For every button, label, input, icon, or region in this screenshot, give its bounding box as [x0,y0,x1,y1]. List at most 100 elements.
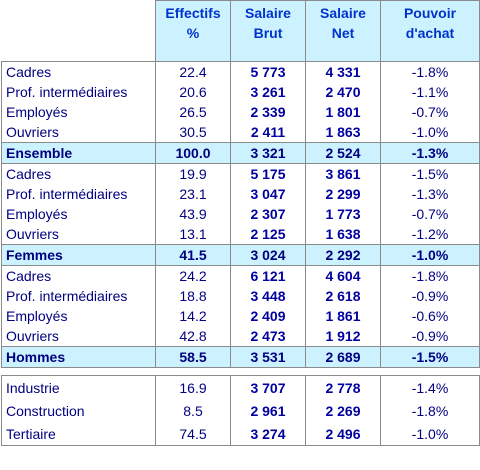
salaire-net: 3 861 [305,163,381,184]
salaire-net: 2 618 [305,286,381,306]
row-label: Employés [1,306,156,326]
salaire-brut: 6 121 [230,265,306,286]
row-label: Ouvriers [1,224,156,245]
row-label: Prof. intermédiaires [1,184,156,204]
row-label: Prof. intermédiaires [1,286,156,306]
effectifs: 74.5 [155,422,231,446]
data-row: Prof. intermédiaires 18.8 3 448 2 618 -0.9% [1,286,480,306]
salary-table: Effectifs % Salaire Brut Salaire Net Pouvoi… [1,0,480,368]
salaire-brut: 3 261 [230,82,306,102]
salaire-brut: 2 409 [230,306,306,326]
row-label: Femmes [1,244,156,266]
salaire-net: 4 604 [305,265,381,286]
salaire-brut: 2 473 [230,326,306,347]
pouvoir-achat: -1.0% [380,422,480,446]
row-label: Ouvriers [1,122,156,143]
salaire-brut: 3 321 [230,142,306,164]
total-row: Femmes 41.5 3 024 2 292 -1.0% [1,244,480,266]
effectifs: 22.4 [155,61,231,82]
salaire-brut: 5 175 [230,163,306,184]
salaire-brut: 2 961 [230,399,306,422]
row-label: Prof. intermédiaires [1,82,156,102]
pouvoir-achat: -1.0% [380,122,480,143]
effectifs: 16.9 [155,375,231,399]
salaire-brut: 2 125 [230,224,306,245]
row-label: Hommes [1,346,156,368]
pouvoir-achat: -1.3% [380,184,480,204]
row-label: Tertiaire [1,422,156,446]
pouvoir-achat: -1.8% [380,399,480,422]
salaire-brut: 5 773 [230,61,306,82]
data-row: Cadres 24.2 6 121 4 604 -1.8% [1,265,480,286]
pouvoir-achat: -1.0% [380,244,480,266]
row-label: Cadres [1,163,156,184]
row-label: Industrie [1,375,156,399]
pouvoir-achat: -0.7% [380,204,480,224]
salaire-net: 1 638 [305,224,381,245]
salaire-net: 2 689 [305,346,381,368]
effectifs: 43.9 [155,204,231,224]
pouvoir-achat: -1.4% [380,375,480,399]
salaire-net: 2 470 [305,82,381,102]
data-row: Ouvriers 13.1 2 125 1 638 -1.2% [1,224,480,245]
header-row: Effectifs % Salaire Brut Salaire Net Pouvoi… [1,0,480,62]
pouvoir-achat: -1.3% [380,142,480,164]
pouvoir-achat: -0.7% [380,102,480,122]
pouvoir-achat: -1.8% [380,265,480,286]
data-row: Cadres 19.9 5 175 3 861 -1.5% [1,163,480,184]
salaire-net: 2 778 [305,375,381,399]
sector-table: Industrie 16.9 3 707 2 778 -1.4% Construction… [1,375,480,446]
pouvoir-achat: -1.2% [380,224,480,245]
effectifs: 20.6 [155,82,231,102]
row-label: Employés [1,204,156,224]
effectifs: 100.0 [155,142,231,164]
salaire-net: 1 801 [305,102,381,122]
pouvoir-achat: -0.9% [380,326,480,347]
salaire-net: 1 863 [305,122,381,143]
salaire-net: 1 861 [305,306,381,326]
data-row: Employés 26.5 2 339 1 801 -0.7% [1,102,480,122]
salaire-net: 4 331 [305,61,381,82]
effectifs: 41.5 [155,244,231,266]
effectifs: 19.9 [155,163,231,184]
data-row: Employés 14.2 2 409 1 861 -0.6% [1,306,480,326]
effectifs: 30.5 [155,122,231,143]
header-cell: Salaire Net [305,0,381,62]
header-cell: Effectifs % [155,0,231,62]
pouvoir-achat: -1.5% [380,346,480,368]
salaire-brut: 3 047 [230,184,306,204]
row-label: Cadres [1,61,156,82]
row-label: Ensemble [1,142,156,164]
salaire-net: 2 292 [305,244,381,266]
pouvoir-achat: -0.6% [380,306,480,326]
row-label: Construction [1,399,156,422]
row-label: Ouvriers [1,326,156,347]
salaire-brut: 2 307 [230,204,306,224]
pouvoir-achat: -1.8% [380,61,480,82]
salaire-brut: 2 411 [230,122,306,143]
effectifs: 13.1 [155,224,231,245]
effectifs: 23.1 [155,184,231,204]
total-row: Hommes 58.5 3 531 2 689 -1.5% [1,346,480,368]
salaire-brut: 2 339 [230,102,306,122]
salaire-net: 2 299 [305,184,381,204]
header-cell: Salaire Brut [230,0,306,62]
data-row: Prof. intermédiaires 23.1 3 047 2 299 -1.3% [1,184,480,204]
total-row: Ensemble 100.0 3 321 2 524 -1.3% [1,142,480,164]
salaire-brut: 3 024 [230,244,306,266]
effectifs: 18.8 [155,286,231,306]
pouvoir-achat: -1.1% [380,82,480,102]
data-row: Ouvriers 42.8 2 473 1 912 -0.9% [1,326,480,347]
salaire-brut: 3 274 [230,422,306,446]
effectifs: 24.2 [155,265,231,286]
effectifs: 58.5 [155,346,231,368]
data-row: Employés 43.9 2 307 1 773 -0.7% [1,204,480,224]
salaire-brut: 3 448 [230,286,306,306]
data-row: Cadres 22.4 5 773 4 331 -1.8% [1,61,480,82]
sector-row: Construction 8.5 2 961 2 269 -1.8% [1,399,480,422]
data-row: Ouvriers 30.5 2 411 1 863 -1.0% [1,122,480,143]
pouvoir-achat: -0.9% [380,286,480,306]
pouvoir-achat: -1.5% [380,163,480,184]
salaire-net: 1 773 [305,204,381,224]
